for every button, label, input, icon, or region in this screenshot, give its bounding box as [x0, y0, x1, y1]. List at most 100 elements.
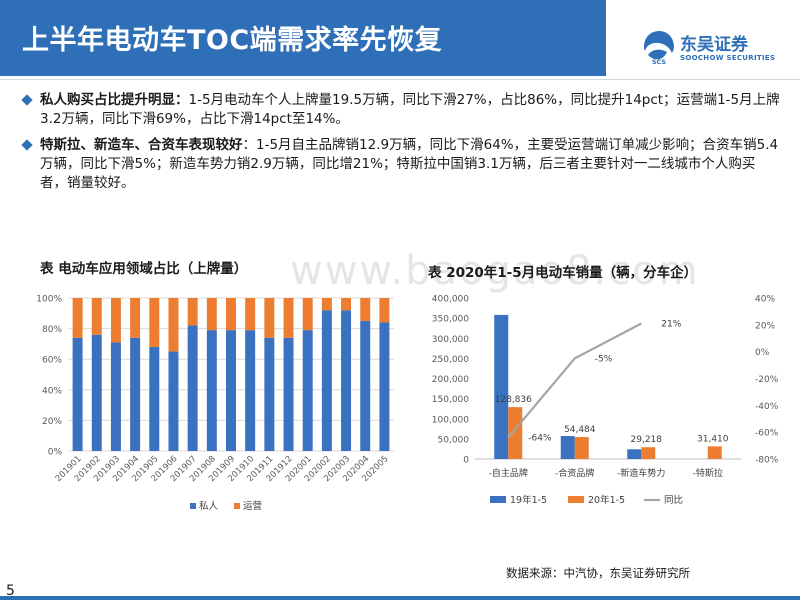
value-label: 31,410	[697, 434, 729, 444]
bullet-lead: 特斯拉、新造车、合资车表现较好	[40, 137, 243, 153]
legend-swatch	[490, 496, 506, 503]
yoy-label: -64%	[528, 434, 552, 444]
bar-operation	[226, 298, 236, 331]
bar-private	[283, 337, 294, 451]
bullet-lead: 私人购买占比提升明显：	[40, 92, 189, 108]
y-tick-label: 60%	[42, 356, 62, 366]
page-number: 5	[6, 583, 15, 599]
bar-private	[130, 337, 141, 451]
y-tick-label: 400,000	[432, 295, 469, 305]
y2-tick-label: 20%	[755, 321, 775, 331]
legend-label: 19年1-5	[510, 494, 547, 506]
bar-operation	[149, 298, 160, 347]
bar-operation	[245, 298, 256, 331]
logo-mark-icon: SCS	[644, 31, 674, 66]
y2-tick-label: -60%	[755, 429, 779, 439]
bar-2019	[627, 449, 642, 459]
y2-tick-label: 0%	[755, 348, 770, 358]
y-tick-label: 250,000	[432, 355, 469, 365]
chart2-title: 表 2020年1-5月电动车销量（辆，分车企）	[428, 265, 698, 281]
bar-private	[341, 310, 352, 451]
chart1-title: 表 电动车应用领域占比（上牌量）	[40, 261, 248, 277]
x-tick-label: -合资品牌	[555, 467, 594, 479]
chart-usage-share: 0%20%40%60%80%100%2019012019022019032019…	[36, 295, 394, 512]
x-tick-label: -自主品牌	[489, 467, 528, 479]
bar-operation	[72, 298, 83, 338]
bar-private	[245, 330, 256, 451]
y-tick-label: 100,000	[432, 415, 469, 425]
bar-operation	[91, 298, 102, 335]
bullet-private-purchase: 私人购买占比提升明显：1-5月电动车个人上牌量19.5万辆，同比下滑27%，占比…	[21, 91, 782, 129]
bar-private	[187, 325, 198, 451]
bar-operation	[283, 298, 294, 338]
value-label: 29,218	[631, 435, 663, 445]
y-tick-label: 0	[463, 456, 469, 466]
bullet-list: 私人购买占比提升明显：1-5月电动车个人上牌量19.5万辆，同比下滑27%，占比…	[21, 91, 782, 200]
y-tick-label: 0%	[48, 448, 63, 458]
bullet-diamond-icon	[21, 139, 33, 151]
footer-bar	[0, 596, 800, 600]
bar-private	[168, 351, 179, 451]
bar-private	[302, 330, 313, 451]
y-tick-label: 20%	[42, 417, 62, 427]
bar-2020	[641, 447, 656, 459]
bar-operation	[130, 298, 141, 338]
bar-private	[226, 330, 236, 451]
logo-mark-text: SCS	[652, 58, 667, 66]
header-divider	[0, 79, 800, 80]
bar-2020	[707, 446, 722, 459]
bar-private	[72, 337, 83, 451]
bullet-diamond-icon	[21, 94, 33, 106]
bar-private	[206, 330, 217, 451]
bar-operation	[264, 298, 275, 338]
bar-2020	[574, 437, 589, 459]
legend-label: 同比	[664, 494, 683, 506]
bar-operation	[110, 298, 121, 343]
y-tick-label: 100%	[36, 295, 62, 305]
legend-label: 20年1-5	[588, 494, 625, 506]
logo-english-name: SOOCHOW SECURITIES	[680, 54, 776, 62]
bullet-text: ：1-5月自主品牌销12.9万辆，同比下滑64%，主要受运营端订单减少影响；合资…	[40, 137, 779, 191]
bar-operation	[321, 298, 332, 311]
y-tick-label: 40%	[42, 386, 62, 396]
bar-private	[379, 322, 390, 451]
chart-sales-by-maker: 0 50,000 100,000 150,000 200,000 250,000 300,0…	[432, 295, 779, 507]
bar-private	[149, 346, 160, 451]
bullet-brand-performance: 特斯拉、新造车、合资车表现较好：1-5月自主品牌销12.9万辆，同比下滑64%，…	[21, 136, 782, 193]
bar-operation	[302, 298, 313, 331]
yoy-label: -5%	[595, 354, 613, 364]
company-logo: SCS 东吴证券 SOOCHOW SECURITIES	[640, 28, 790, 68]
y-tick-label: 350,000	[432, 315, 469, 325]
bar-operation	[206, 298, 217, 331]
bar-private	[110, 342, 121, 451]
y-tick-label: 300,000	[432, 335, 469, 345]
watermark: www.baogao8.com	[290, 248, 700, 294]
bar-operation	[187, 298, 198, 326]
y-tick-label: 150,000	[432, 395, 469, 405]
x-tick-label: -特斯拉	[693, 467, 723, 479]
data-source: 数据来源：中汽协，东吴证券研究所	[506, 566, 690, 580]
bar-operation	[360, 298, 371, 321]
bar-operation	[341, 298, 352, 311]
legend-swatch	[234, 503, 240, 509]
value-label: 128,836	[495, 395, 532, 405]
bar-operation	[168, 298, 179, 352]
y-tick-label: 200,000	[432, 375, 469, 385]
bar-private	[264, 337, 275, 451]
bullet-text: 1-5月电动车个人上牌量19.5万辆，同比下滑27%，占比86%，同比提升14p…	[40, 92, 780, 127]
legend-label: 运营	[243, 500, 262, 512]
bar-operation	[379, 298, 390, 323]
y2-tick-label: -20%	[755, 375, 779, 385]
bar-2019	[560, 436, 575, 459]
legend-swatch	[568, 496, 584, 503]
y-tick-label: 50,000	[438, 435, 470, 445]
bar-2020	[508, 407, 523, 459]
y2-tick-label: 40%	[755, 295, 775, 305]
bar-private	[321, 310, 332, 451]
y-tick-label: 80%	[42, 325, 62, 335]
logo-chinese-name: 东吴证券	[680, 35, 748, 55]
y2-tick-label: -80%	[755, 456, 779, 466]
bar-private	[91, 334, 102, 451]
title-bar: 上半年电动车TOC端需求率先恢复	[0, 0, 606, 76]
value-label: 54,484	[564, 425, 596, 435]
